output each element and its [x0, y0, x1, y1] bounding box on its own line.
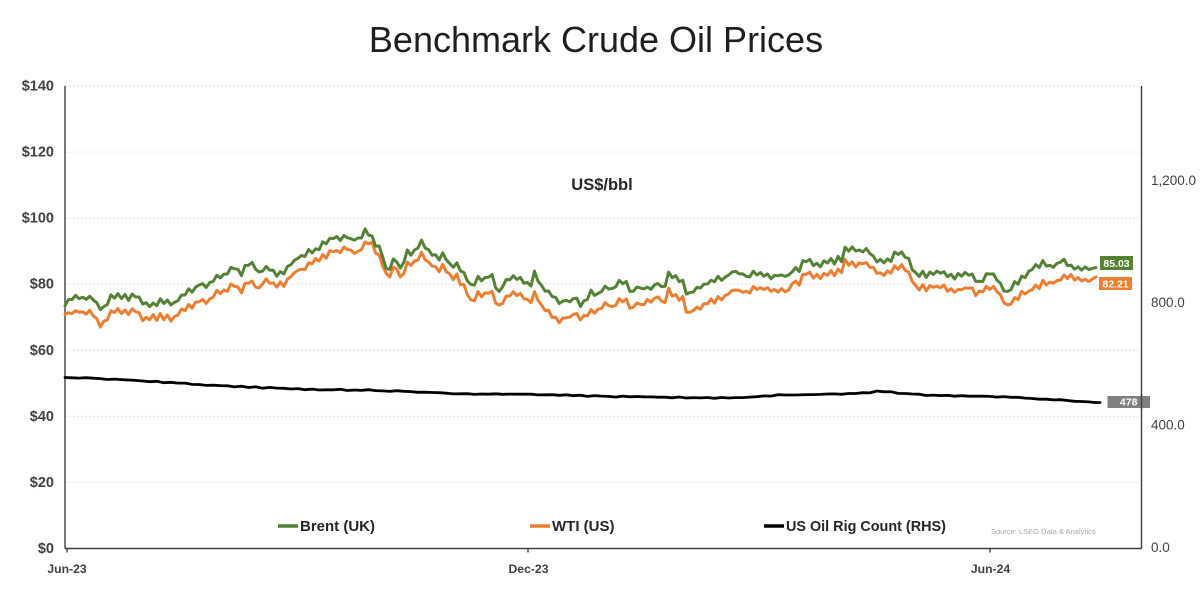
- svg-text:Dec-23: Dec-23: [509, 562, 549, 576]
- svg-text:$100: $100: [22, 211, 54, 227]
- svg-text:1,200.0: 1,200.0: [1151, 173, 1196, 188]
- svg-text:Brent (UK): Brent (UK): [300, 518, 375, 535]
- svg-text:$0: $0: [38, 541, 54, 557]
- svg-text:WTI (US): WTI (US): [552, 518, 614, 535]
- svg-text:$20: $20: [30, 475, 54, 491]
- svg-text:$120: $120: [22, 145, 54, 161]
- svg-text:US Oil Rig Count (RHS): US Oil Rig Count (RHS): [786, 519, 946, 535]
- svg-text:478: 478: [1120, 397, 1138, 409]
- svg-text:$60: $60: [30, 343, 54, 359]
- svg-text:Benchmark Crude Oil Prices: Benchmark Crude Oil Prices: [369, 19, 823, 60]
- svg-text:82.21: 82.21: [1102, 278, 1128, 290]
- svg-text:400.0: 400.0: [1151, 418, 1185, 433]
- svg-text:Source: LSEG Data & Analytics: Source: LSEG Data & Analytics: [991, 527, 1096, 536]
- svg-text:Jun-23: Jun-23: [47, 562, 87, 576]
- svg-text:800.0: 800.0: [1151, 295, 1185, 310]
- svg-text:85.03: 85.03: [1103, 258, 1129, 270]
- svg-text:US$/bbl: US$/bbl: [571, 176, 632, 194]
- svg-text:$80: $80: [30, 277, 54, 293]
- svg-text:0.0: 0.0: [1151, 540, 1170, 555]
- svg-text:$140: $140: [22, 79, 54, 95]
- svg-text:$40: $40: [30, 409, 54, 425]
- svg-text:Jun-24: Jun-24: [971, 562, 1011, 576]
